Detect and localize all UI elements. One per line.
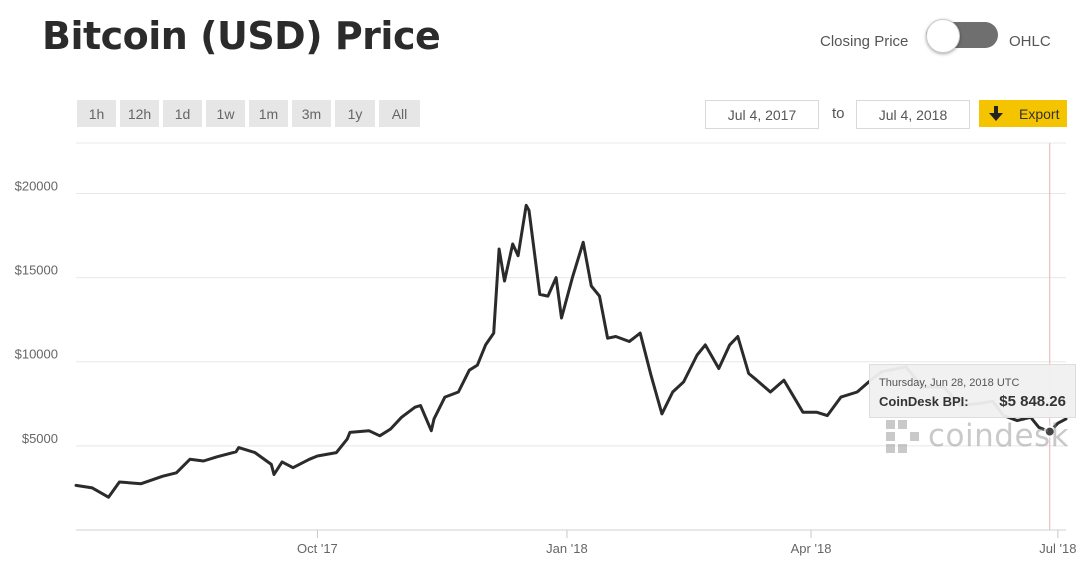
toggle-knob[interactable] xyxy=(926,19,960,53)
tooltip-date: Thursday, Jun 28, 2018 UTC xyxy=(879,377,1020,389)
tooltip-label: CoinDesk BPI: xyxy=(879,394,969,409)
date-to-input[interactable] xyxy=(856,100,970,129)
tooltip-value: $5 848.26 xyxy=(999,393,1066,410)
x-tick-label: Jul '18 xyxy=(1039,541,1076,556)
x-axis-ticks: Oct '17 Jan '18 Apr '18 Jul '18 xyxy=(297,530,1076,556)
closing-price-label: Closing Price xyxy=(820,33,909,50)
price-tooltip: Thursday, Jun 28, 2018 UTC CoinDesk BPI:… xyxy=(869,364,1076,418)
y-tick-label: $5000 xyxy=(22,431,58,446)
chart-grid xyxy=(76,142,1066,531)
export-label: Export xyxy=(1019,105,1060,122)
price-type-toggle[interactable] xyxy=(926,19,998,53)
range-1d-button[interactable]: 1d xyxy=(163,100,202,127)
coindesk-logo-icon xyxy=(886,420,919,453)
date-from-input[interactable] xyxy=(705,100,819,129)
date-range-to-label: to xyxy=(832,105,845,122)
hover-point-marker xyxy=(1043,425,1056,438)
range-button-group: 1h 12h 1d 1w 1m 3m 1y All xyxy=(77,100,420,127)
coindesk-watermark: coindesk xyxy=(884,418,1080,454)
x-tick-label: Oct '17 xyxy=(297,541,338,556)
y-tick-label: $15000 xyxy=(15,263,58,278)
range-3m-button[interactable]: 3m xyxy=(292,100,331,127)
coindesk-watermark-text: coindesk xyxy=(928,418,1070,454)
range-1y-button[interactable]: 1y xyxy=(335,100,375,127)
range-1w-button[interactable]: 1w xyxy=(206,100,245,127)
download-arrow-icon xyxy=(989,105,1003,121)
range-all-button[interactable]: All xyxy=(379,100,420,127)
price-line-series xyxy=(74,203,1068,499)
range-1h-button[interactable]: 1h xyxy=(77,100,116,127)
x-tick-label: Jan '18 xyxy=(546,541,588,556)
y-axis-ticks: $5000 $10000 $15000 $20000 xyxy=(15,178,58,445)
export-button[interactable]: Export xyxy=(979,100,1067,127)
x-tick-label: Apr '18 xyxy=(791,541,832,556)
y-tick-label: $10000 xyxy=(15,347,58,362)
range-12h-button[interactable]: 12h xyxy=(120,100,159,127)
page-title: Bitcoin (USD) Price xyxy=(42,14,441,58)
ohlc-label: OHLC xyxy=(1009,33,1051,50)
y-tick-label: $20000 xyxy=(15,178,58,193)
range-1m-button[interactable]: 1m xyxy=(249,100,288,127)
